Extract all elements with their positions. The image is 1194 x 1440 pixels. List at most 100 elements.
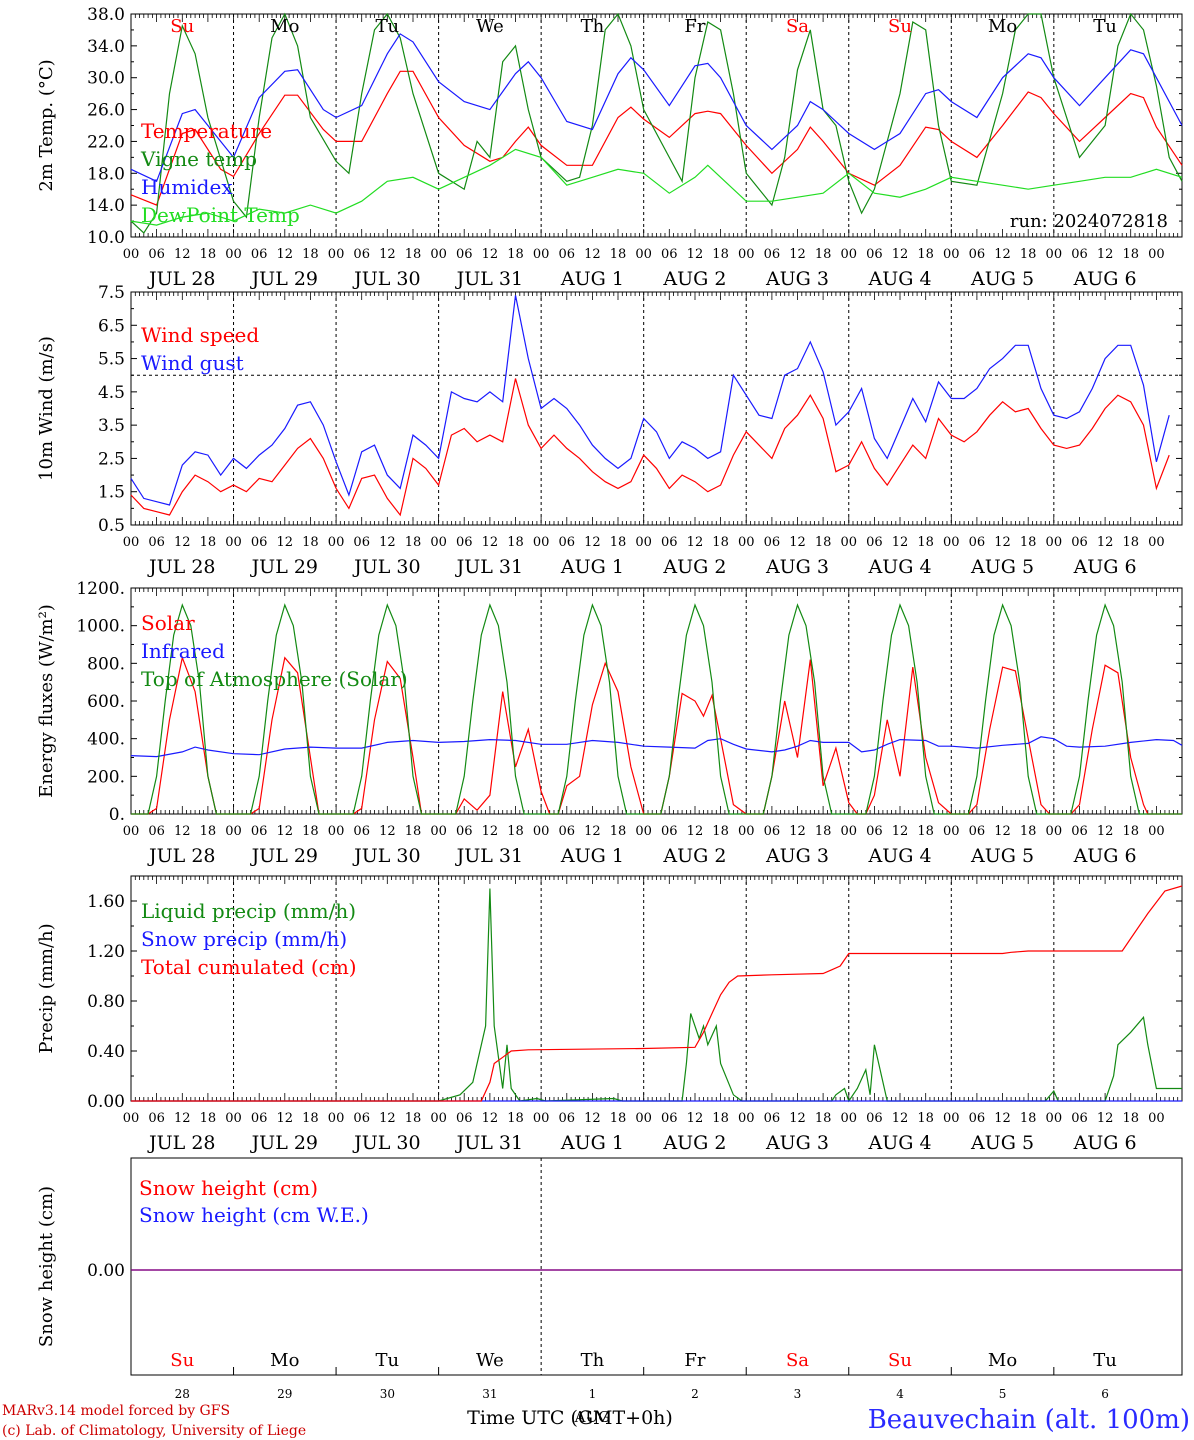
day-number-label: 30 bbox=[380, 1387, 395, 1401]
hour-label: 06 bbox=[661, 824, 678, 839]
y-axis-title: Snow height (cm) bbox=[36, 1186, 57, 1347]
hour-label: 00 bbox=[1046, 247, 1063, 262]
hour-label: 18 bbox=[712, 824, 729, 839]
series-line-top-of-atmosphere-solar- bbox=[131, 603, 1182, 815]
hour-label: 18 bbox=[302, 1111, 319, 1126]
y-tick-label: 14.0 bbox=[87, 196, 125, 216]
date-label: AUG 3 bbox=[765, 556, 829, 578]
hour-label: 00 bbox=[328, 247, 345, 262]
hour-label: 00 bbox=[738, 535, 755, 550]
hour-label: 00 bbox=[840, 824, 857, 839]
hour-label: 00 bbox=[328, 1111, 345, 1126]
hour-label: 00 bbox=[943, 1111, 960, 1126]
hour-label: 06 bbox=[866, 824, 883, 839]
hour-label: 06 bbox=[661, 1111, 678, 1126]
hour-label: 18 bbox=[405, 247, 422, 262]
hour-label: 18 bbox=[1020, 1111, 1037, 1126]
date-label: AUG 2 bbox=[662, 268, 726, 290]
series-line-total-cumulated-cm- bbox=[131, 885, 1183, 1102]
y-tick-label: 1000. bbox=[76, 617, 125, 637]
hour-label: 00 bbox=[840, 1111, 857, 1126]
day-number-label: 6 bbox=[1101, 1387, 1109, 1401]
hour-label: 00 bbox=[328, 535, 345, 550]
date-label: JUL 28 bbox=[147, 268, 215, 290]
y-tick-label: 22.0 bbox=[87, 132, 125, 152]
day-name-label: We bbox=[476, 1350, 504, 1371]
date-label: JUL 31 bbox=[455, 556, 523, 578]
date-label: AUG 2 bbox=[662, 1132, 726, 1154]
y-tick-label: 0. bbox=[109, 805, 125, 825]
hour-label: 06 bbox=[456, 247, 473, 262]
hour-label: 12 bbox=[482, 247, 499, 262]
date-label: AUG 4 bbox=[868, 1132, 932, 1154]
hour-label: 06 bbox=[969, 1111, 986, 1126]
hour-label: 12 bbox=[1097, 1111, 1114, 1126]
hour-label: 18 bbox=[917, 824, 934, 839]
hour-label: 00 bbox=[943, 824, 960, 839]
date-label: AUG 6 bbox=[1073, 268, 1137, 290]
hour-label: 06 bbox=[148, 247, 165, 262]
hour-label: 00 bbox=[225, 535, 242, 550]
hour-label: 00 bbox=[1046, 1111, 1063, 1126]
y-tick-label: 26.0 bbox=[87, 101, 125, 121]
day-name-label: Sa bbox=[786, 16, 809, 37]
hour-label: 00 bbox=[1148, 824, 1165, 839]
hour-ticks bbox=[130, 14, 1183, 237]
chart-panels: 10.0 14.0 18.0 22.0 26.0 30.0 34.0 38.0 2m Temp.… bbox=[36, 5, 1183, 1429]
hour-label: 18 bbox=[302, 824, 319, 839]
hour-label: 06 bbox=[866, 535, 883, 550]
day-name-label: Fr bbox=[684, 16, 705, 37]
hour-label: 00 bbox=[1046, 824, 1063, 839]
legend-entry: Snow height (cm W.E.) bbox=[139, 1203, 369, 1227]
hour-label: 06 bbox=[1071, 1111, 1088, 1126]
hour-label: 06 bbox=[559, 247, 576, 262]
date-label: AUG 5 bbox=[970, 1132, 1034, 1154]
date-label: JUL 31 bbox=[455, 268, 523, 290]
hour-label: 18 bbox=[917, 535, 934, 550]
hour-label: 12 bbox=[994, 535, 1011, 550]
day-name-label: Fr bbox=[684, 1350, 705, 1371]
date-label: AUG 3 bbox=[765, 268, 829, 290]
hour-label: 12 bbox=[482, 535, 499, 550]
hour-ticks bbox=[130, 588, 1183, 814]
hour-label: 18 bbox=[302, 535, 319, 550]
legend-entry: Liquid precip (mm/h) bbox=[141, 899, 356, 923]
hour-label: 06 bbox=[764, 1111, 781, 1126]
hour-label: 12 bbox=[994, 1111, 1011, 1126]
y-tick-label: 6.5 bbox=[98, 316, 125, 336]
date-label: JUL 31 bbox=[455, 1132, 523, 1154]
legend-entry: Solar bbox=[141, 611, 195, 635]
date-label: AUG 1 bbox=[560, 845, 624, 867]
date-label: AUG 4 bbox=[868, 268, 932, 290]
hour-label: 18 bbox=[815, 535, 832, 550]
hour-label: 06 bbox=[251, 247, 268, 262]
hour-label: 00 bbox=[738, 824, 755, 839]
footer-model-line: MARv3.14 model forced by GFS bbox=[2, 1403, 230, 1419]
hour-label: 12 bbox=[994, 824, 1011, 839]
hour-label: 00 bbox=[533, 247, 550, 262]
hour-label: 18 bbox=[405, 535, 422, 550]
day-number-label: 31 bbox=[482, 1387, 497, 1401]
hour-label: 00 bbox=[225, 1111, 242, 1126]
hour-label: 00 bbox=[430, 1111, 447, 1126]
y-tick-label: 1.5 bbox=[98, 483, 125, 503]
hour-label: 12 bbox=[994, 247, 1011, 262]
hour-label: 06 bbox=[148, 1111, 165, 1126]
hour-label: 18 bbox=[507, 1111, 524, 1126]
panel-3: 0. 200. 400. 600. 800. 1000. 1200. Energy fluxe… bbox=[36, 579, 1183, 867]
day-name-label: Su bbox=[888, 16, 912, 37]
legend-entry: Total cumulated (cm) bbox=[141, 955, 357, 979]
hour-label: 00 bbox=[123, 247, 140, 262]
y-tick-label: 0.5 bbox=[98, 516, 125, 536]
hour-label: 00 bbox=[430, 535, 447, 550]
y-tick-label: 0.00 bbox=[87, 1261, 125, 1281]
day-name-label: Mo bbox=[988, 16, 1017, 37]
hour-label: 12 bbox=[789, 1111, 806, 1126]
hour-label: 00 bbox=[328, 824, 345, 839]
day-name-label: Tu bbox=[1093, 1350, 1117, 1371]
hour-label: 18 bbox=[1122, 1111, 1139, 1126]
hour-label: 12 bbox=[584, 247, 601, 262]
hour-label: 00 bbox=[738, 247, 755, 262]
hour-label: 12 bbox=[1097, 247, 1114, 262]
